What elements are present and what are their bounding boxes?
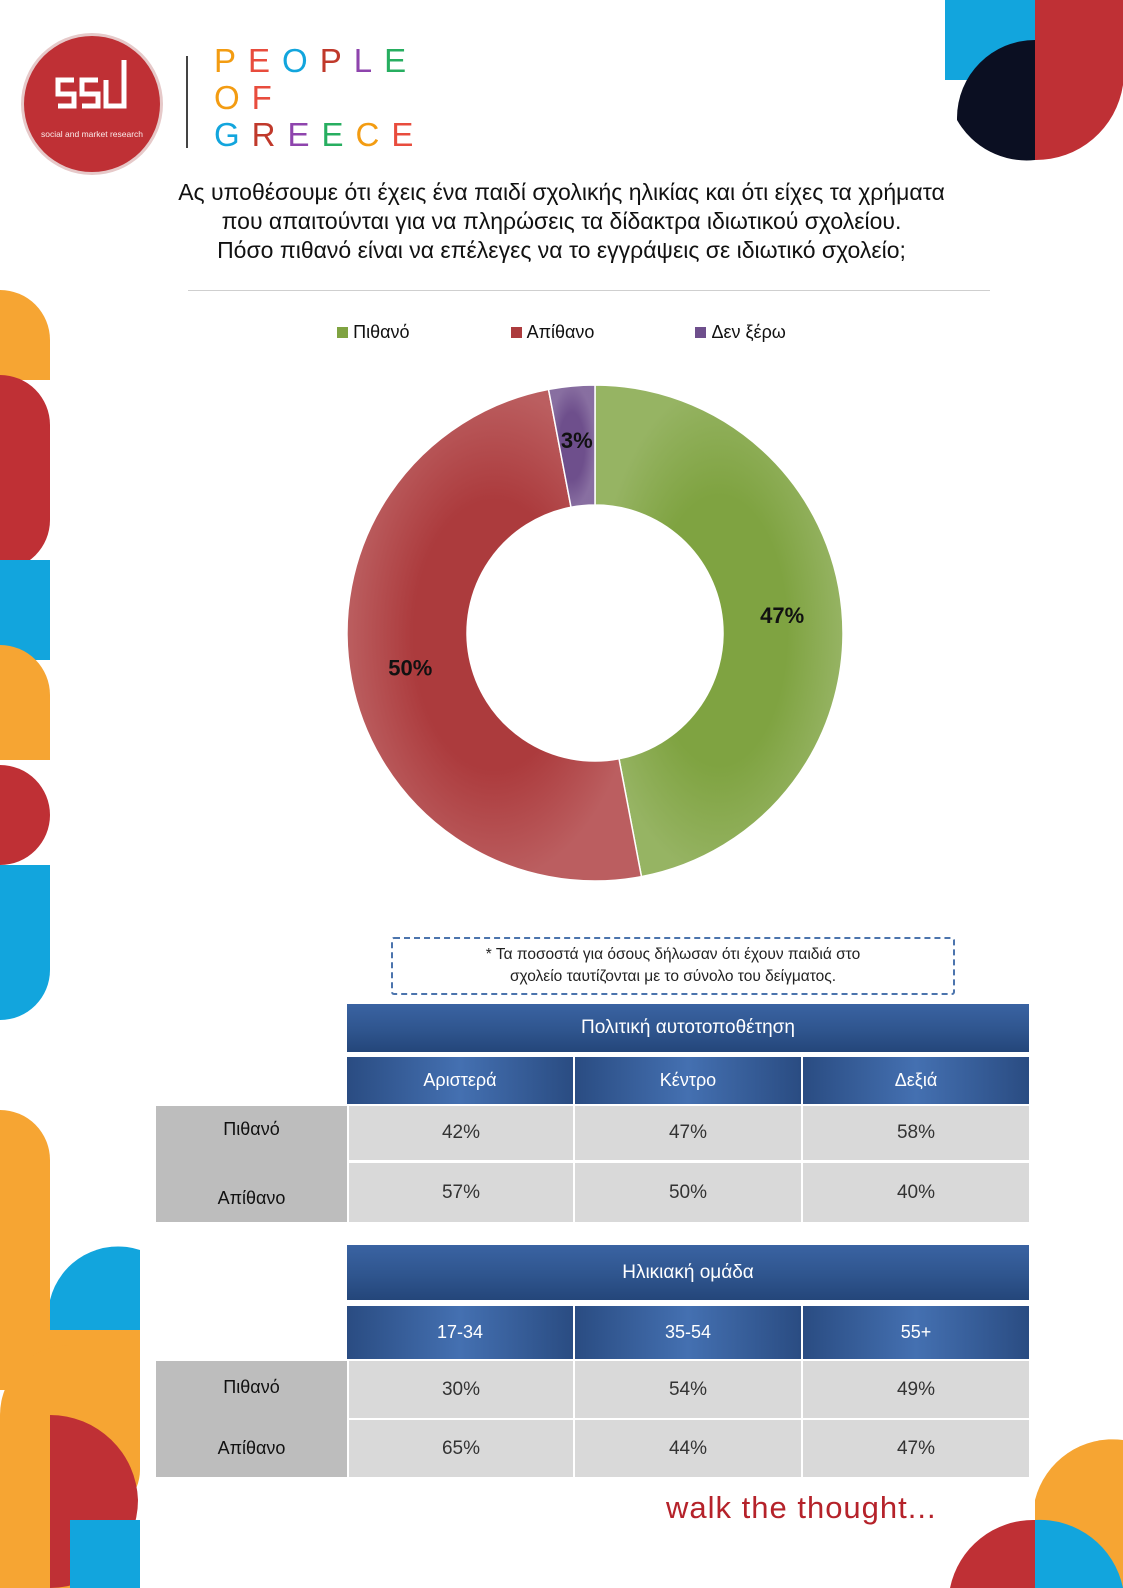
legend-label: Απίθανο	[526, 322, 595, 342]
table-cell: 58%	[803, 1106, 1029, 1160]
company-logo: social and market research	[24, 36, 160, 172]
wordmark-line: OF	[214, 79, 425, 116]
donut-slice	[346, 388, 643, 882]
title-line: Ας υποθέσουμε ότι έχεις ένα παιδί σχολικ…	[178, 179, 945, 205]
row-label: Πιθανό	[156, 1106, 347, 1222]
wordmark-line: GREECE	[214, 116, 425, 153]
wordmark-letter: R	[251, 116, 288, 153]
chart-legend: Πιθανό Απίθανο Δεν ξέρω	[0, 322, 1123, 343]
title-line: Πόσο πιθανό είναι να επέλεγες να το εγγρ…	[217, 237, 906, 263]
wordmark-letter: P	[214, 42, 249, 79]
row-label: Πιθανό	[156, 1361, 347, 1477]
legend-swatch	[510, 327, 522, 338]
legend-item: Απίθανο	[510, 322, 595, 343]
table-cell: 65%	[349, 1420, 573, 1477]
wordmark-letter: F	[251, 79, 284, 116]
table-header-age: Ηλικιακή ομάδα	[347, 1245, 1029, 1300]
people-of-greece-wordmark: PEOPLE OF GREECE	[214, 42, 425, 153]
wordmark-line: PEOPLE	[214, 42, 425, 79]
table-cell: 47%	[575, 1106, 801, 1160]
title-line: που απαιτούνται για να πληρώσεις τα δίδα…	[221, 208, 902, 234]
column-header: 55+	[803, 1306, 1029, 1359]
wordmark-letter: E	[384, 42, 419, 79]
slice-data-label: 50%	[388, 656, 432, 681]
logo-divider	[186, 56, 188, 148]
wordmark-letter: E	[321, 116, 356, 153]
wordmark-letter: O	[214, 79, 252, 116]
table-cell: 57%	[349, 1163, 573, 1222]
row-label: Απίθανο	[217, 1438, 286, 1458]
footnote-box: * Τα ποσοστά για όσους δήλωσαν ότι έχουν…	[391, 937, 955, 995]
column-header: 17-34	[347, 1306, 573, 1359]
column-header: Αριστερά	[347, 1057, 573, 1104]
donut-slice	[594, 384, 844, 878]
row-label: Απίθανο	[217, 1188, 286, 1208]
question-title: Ας υποθέσουμε ότι έχεις ένα παιδί σχολικ…	[130, 178, 993, 265]
wordmark-letter: P	[319, 42, 354, 79]
donut-chart: 47% 50% 3%	[346, 384, 844, 882]
column-header: Κέντρο	[575, 1057, 801, 1104]
legend-label: Δεν ξέρω	[711, 322, 786, 342]
title-divider	[188, 290, 990, 291]
footnote-line: σχολείο ταυτίζονται με το σύνολο του δεί…	[509, 968, 837, 985]
footnote-line: * Τα ποσοστά για όσους δήλωσαν ότι έχουν…	[485, 946, 861, 963]
slice-data-label: 47%	[760, 603, 804, 628]
wordmark-letter: E	[287, 116, 322, 153]
slice-data-label: 3%	[561, 428, 593, 453]
logo-mark-icon	[55, 60, 127, 109]
column-header: Δεξιά	[803, 1057, 1029, 1104]
table-cell: 40%	[803, 1163, 1029, 1222]
legend-item: Πιθανό	[337, 322, 410, 343]
table-cell: 47%	[803, 1420, 1029, 1477]
wordmark-letter: G	[214, 116, 252, 153]
donut-slice	[547, 384, 596, 509]
legend-swatch	[695, 327, 707, 338]
wordmark-letter: E	[248, 42, 283, 79]
legend-item: Δεν ξέρω	[695, 322, 786, 343]
wordmark-letter: O	[282, 42, 320, 79]
table-cell: 42%	[349, 1106, 573, 1160]
column-header: 35-54	[575, 1306, 801, 1359]
legend-label: Πιθανό	[353, 322, 410, 342]
table-cell: 44%	[575, 1420, 801, 1477]
table-cell: 50%	[575, 1163, 801, 1222]
wordmark-letter: C	[355, 116, 392, 153]
logo-tagline: social and market research	[40, 129, 144, 139]
table-cell: 49%	[803, 1361, 1029, 1418]
footer-slogan: walk the thought...	[666, 1490, 937, 1525]
wordmark-letter: E	[391, 116, 426, 153]
legend-swatch	[337, 327, 349, 338]
wordmark-letter: L	[353, 42, 385, 79]
table-header-political: Πολιτική αυτοτοποθέτηση	[347, 1004, 1029, 1052]
table-cell: 54%	[575, 1361, 801, 1418]
table-cell: 30%	[349, 1361, 573, 1418]
